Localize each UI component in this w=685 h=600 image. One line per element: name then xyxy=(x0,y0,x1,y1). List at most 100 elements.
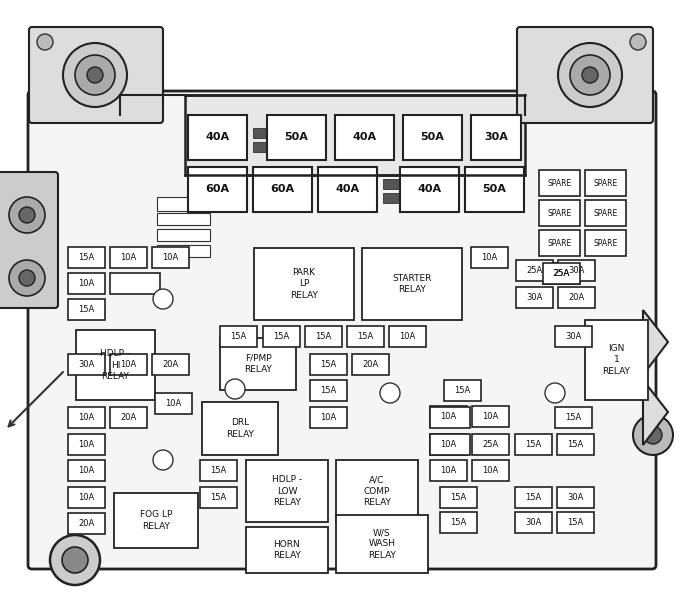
Text: 30A: 30A xyxy=(526,293,543,302)
Bar xyxy=(253,128,295,138)
Bar xyxy=(157,197,210,211)
Text: 15A: 15A xyxy=(565,413,582,422)
Text: 30A: 30A xyxy=(78,360,95,369)
Bar xyxy=(430,434,467,455)
Bar xyxy=(200,460,237,481)
Bar xyxy=(516,287,553,308)
Bar xyxy=(310,380,347,401)
Text: 15A: 15A xyxy=(450,518,466,527)
Text: 50A: 50A xyxy=(284,133,308,142)
Text: 10A: 10A xyxy=(482,466,499,475)
Text: 50A: 50A xyxy=(482,185,506,194)
Text: 30A: 30A xyxy=(565,332,582,341)
Bar xyxy=(110,354,147,375)
Bar xyxy=(543,263,580,284)
Circle shape xyxy=(225,379,245,399)
Bar xyxy=(246,527,328,573)
Circle shape xyxy=(380,383,400,403)
Text: 25A: 25A xyxy=(553,269,570,278)
Bar xyxy=(68,299,105,320)
Bar xyxy=(68,487,105,508)
Bar xyxy=(543,263,580,284)
Text: 15A: 15A xyxy=(525,493,542,502)
Circle shape xyxy=(630,34,646,50)
Text: DRL
RELAY: DRL RELAY xyxy=(226,418,254,439)
Bar xyxy=(347,326,384,347)
Bar xyxy=(539,170,580,196)
Bar xyxy=(220,338,296,390)
Text: SPARE: SPARE xyxy=(593,238,618,247)
Circle shape xyxy=(19,207,35,223)
Circle shape xyxy=(153,450,173,470)
Circle shape xyxy=(63,43,127,107)
Text: 30A: 30A xyxy=(567,493,584,502)
Text: 15A: 15A xyxy=(525,440,542,449)
Text: 20A: 20A xyxy=(121,413,136,422)
Bar xyxy=(68,513,105,534)
Bar xyxy=(539,230,580,256)
Bar xyxy=(440,512,477,533)
Bar xyxy=(220,326,257,347)
Polygon shape xyxy=(643,310,668,375)
Bar xyxy=(335,115,394,160)
FancyBboxPatch shape xyxy=(517,27,653,123)
Text: 20A: 20A xyxy=(78,519,95,528)
Text: 10A: 10A xyxy=(78,493,95,502)
Bar xyxy=(558,287,595,308)
Bar xyxy=(152,247,189,268)
Text: 15A: 15A xyxy=(210,466,227,475)
Bar xyxy=(516,260,553,281)
Bar xyxy=(515,512,552,533)
Text: F/PMP
RELAY: F/PMP RELAY xyxy=(244,354,272,374)
Bar xyxy=(305,326,342,347)
Text: 15A: 15A xyxy=(78,305,95,314)
Bar xyxy=(557,512,594,533)
Text: 20A: 20A xyxy=(569,293,584,302)
Text: SPARE: SPARE xyxy=(593,208,618,217)
Circle shape xyxy=(545,383,565,403)
Circle shape xyxy=(19,270,35,286)
Polygon shape xyxy=(643,380,668,445)
Text: 10A: 10A xyxy=(78,466,95,475)
Text: 20A: 20A xyxy=(362,360,379,369)
Circle shape xyxy=(633,415,673,455)
Bar xyxy=(539,200,580,226)
Bar xyxy=(336,460,418,522)
Bar xyxy=(68,273,105,294)
Text: SPARE: SPARE xyxy=(547,238,571,247)
Bar xyxy=(267,115,326,160)
Text: SPARE: SPARE xyxy=(593,179,618,187)
Bar xyxy=(383,179,425,189)
Bar xyxy=(515,487,552,508)
Text: 25A: 25A xyxy=(526,266,543,275)
Bar xyxy=(430,434,470,455)
Circle shape xyxy=(9,197,45,233)
Text: FOG LP
RELAY: FOG LP RELAY xyxy=(140,511,172,530)
Bar xyxy=(155,393,192,414)
Text: 20A: 20A xyxy=(162,360,179,369)
Bar xyxy=(157,213,210,225)
Bar xyxy=(157,229,210,241)
Text: 50A: 50A xyxy=(421,133,445,142)
Text: 10A: 10A xyxy=(440,466,457,475)
Text: 15A: 15A xyxy=(358,332,373,341)
Text: 10A: 10A xyxy=(121,253,136,262)
Bar xyxy=(185,95,525,175)
Text: W/S
WASH
RELAY: W/S WASH RELAY xyxy=(368,529,396,560)
Text: 15A: 15A xyxy=(567,518,584,527)
Text: 15A: 15A xyxy=(315,332,332,341)
Bar xyxy=(114,493,198,548)
Bar xyxy=(515,434,552,455)
Bar xyxy=(440,487,477,508)
Text: STARTER
RELAY: STARTER RELAY xyxy=(393,274,432,294)
FancyBboxPatch shape xyxy=(0,172,58,308)
Bar xyxy=(263,326,300,347)
Text: 10A: 10A xyxy=(162,253,179,262)
Text: 15A: 15A xyxy=(321,360,336,369)
Circle shape xyxy=(37,34,53,50)
Bar xyxy=(585,230,626,256)
Text: 15A: 15A xyxy=(273,332,290,341)
Bar xyxy=(472,434,509,455)
Bar xyxy=(471,115,521,160)
Circle shape xyxy=(570,55,610,95)
